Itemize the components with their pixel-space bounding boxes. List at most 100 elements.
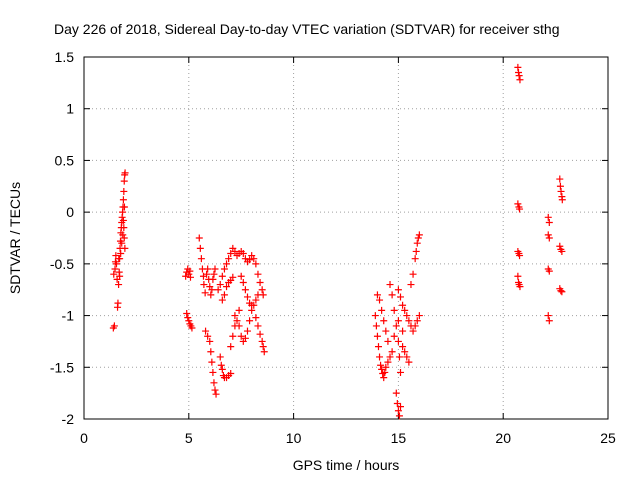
data-point [208,358,216,366]
data-point [218,365,226,373]
data-point [399,301,407,309]
data-point [394,337,402,345]
data-point [203,270,211,278]
data-point [388,291,396,299]
data-point [185,317,193,325]
data-point [396,403,404,411]
data-point [378,306,386,314]
data-point [388,348,396,356]
data-point [411,255,419,263]
data-point [121,244,129,252]
data-point [115,255,123,263]
data-point [115,281,123,289]
y-axis: -2 -1.5 -1 -0.5 0 0.5 1 1.5 [50,49,608,427]
data-point [386,281,394,289]
y-tick-label: 1 [66,101,74,117]
data-point [395,412,403,420]
data-point [377,361,385,369]
data-point [396,293,404,301]
data-point [207,291,215,299]
data-point [206,337,214,345]
data-point [259,343,267,351]
data-point [515,69,523,77]
data-point [545,267,553,275]
x-tick-label: 20 [495,430,511,446]
x-axis-label: GPS time / hours [293,457,400,473]
data-point [114,299,122,307]
data-point [217,361,225,369]
data-point [246,256,254,264]
data-point [394,317,402,325]
data-point [248,301,256,309]
data-point [558,196,566,204]
data-point [392,322,400,330]
data-point [411,322,419,330]
data-point [373,332,381,340]
data-point [384,337,392,345]
data-point [392,389,400,397]
data-point [258,286,266,294]
data-point [241,286,249,294]
data-point [223,283,231,291]
data-point [545,218,553,226]
data-point [237,272,245,280]
y-tick-label: -1.5 [50,359,74,375]
data-point [405,358,413,366]
data-point [118,239,126,247]
data-point [227,369,235,377]
data-point [184,314,192,322]
data-point [401,348,409,356]
data-point [231,247,239,255]
data-point [516,283,524,291]
data-point [558,288,566,296]
data-point [227,250,235,258]
data-point [556,242,564,250]
data-point [211,386,219,394]
data-point [229,332,237,340]
data-point [405,317,413,325]
data-point [218,272,226,280]
data-point [204,332,212,340]
data-point [220,291,228,299]
data-point [515,72,523,80]
data-point [210,379,218,387]
x-tick-label: 0 [80,430,88,446]
data-point [183,310,191,318]
data-point [516,252,524,260]
data-point [544,213,552,221]
data-point [390,332,398,340]
x-tick-label: 5 [185,430,193,446]
y-tick-label: -1 [62,308,75,324]
data-point [414,234,422,242]
data-point [516,76,524,84]
data-point [558,247,566,255]
x-axis: 0 5 10 15 20 25 [80,57,616,446]
data-point [202,327,210,335]
data-point [110,322,118,330]
data-point [212,390,220,398]
data-point [243,293,251,301]
data-point [415,312,423,320]
data-point [209,368,217,376]
data-point [399,343,407,351]
data-point [204,265,212,273]
data-point [254,270,262,278]
data-point [376,296,384,304]
data-point [516,205,524,213]
y-tick-label: 1.5 [55,49,75,65]
data-point [239,278,247,286]
data-point [413,317,421,325]
data-point [545,317,553,325]
data-point [120,224,128,232]
x-tick-label: 25 [600,430,616,446]
data-point [371,312,379,320]
data-point [556,175,564,183]
data-point [117,250,125,258]
y-axis-label: SDTVAR / TECUs [7,182,23,294]
data-point [382,327,390,335]
data-point [186,267,194,275]
data-point [218,296,226,304]
data-point [112,260,120,268]
data-point [382,363,390,371]
